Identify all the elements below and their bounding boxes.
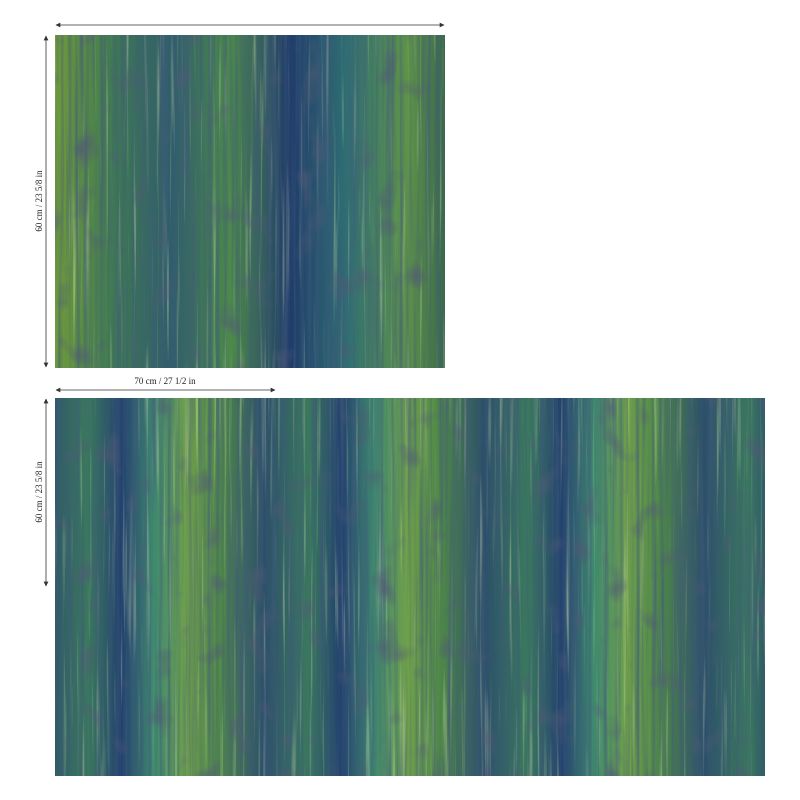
- wallpaper-panel: [55, 35, 445, 368]
- width-label: 70 cm / 27 1/2 in: [134, 376, 196, 386]
- height-label: 60 cm / 23 5/8 in: [34, 461, 44, 523]
- height-label: 60 cm / 23 5/8 in: [34, 170, 44, 232]
- wallpaper-repeat: [55, 398, 765, 776]
